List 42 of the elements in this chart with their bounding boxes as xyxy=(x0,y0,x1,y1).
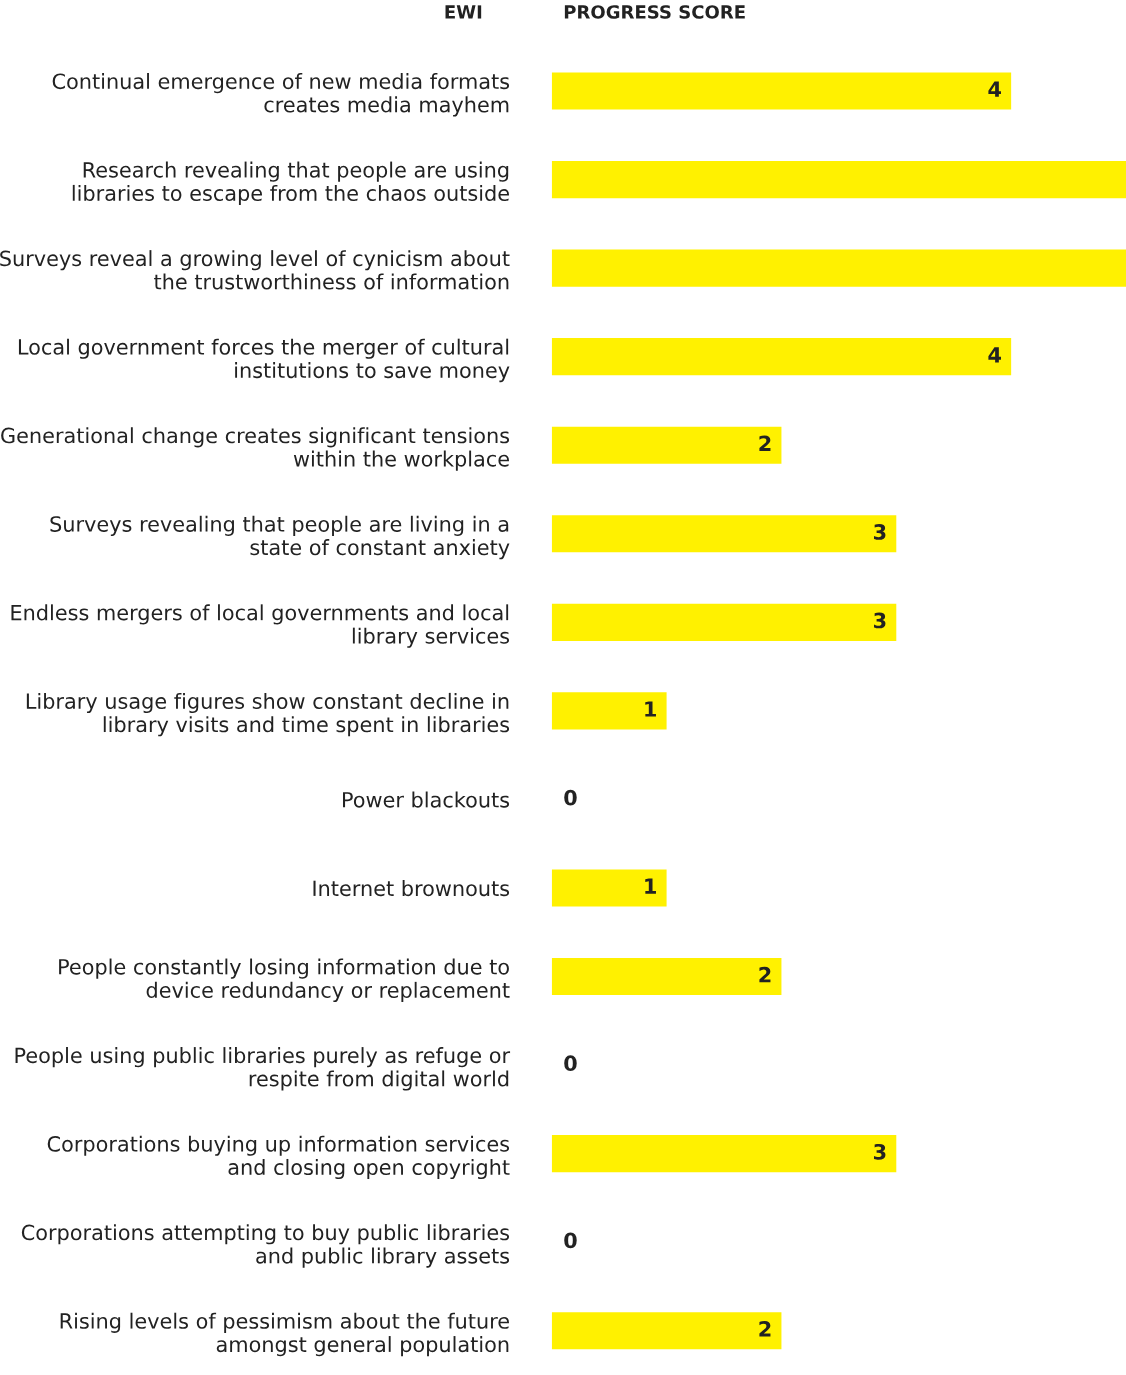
bar xyxy=(551,603,897,641)
y-axis-title: EWI xyxy=(445,5,482,19)
y-tick-label: Internet brownouts xyxy=(313,880,510,897)
data-label: 4 xyxy=(988,81,1001,97)
y-tick-label: Endless mergers of local governments and local library services xyxy=(11,604,510,648)
data-label: 2 xyxy=(759,435,771,451)
bar xyxy=(551,1312,782,1350)
y-tick-label: People using public libraries purely as refuge or respite from digital world xyxy=(15,1047,511,1091)
bar xyxy=(551,72,1012,110)
bar xyxy=(551,338,1012,376)
data-label: 2 xyxy=(759,966,771,983)
bar xyxy=(551,249,1126,287)
bar xyxy=(551,515,897,553)
data-label: 0 xyxy=(564,1055,577,1072)
data-label: 0 xyxy=(564,1232,577,1249)
y-tick-label: Continual emergence of new media formats creates media mayhem xyxy=(52,73,510,117)
bar xyxy=(551,692,667,730)
y-tick-label: Research revealing that people are using libraries to escape from the chaos outside xyxy=(72,161,509,206)
bar xyxy=(551,869,667,907)
data-label: 1 xyxy=(645,701,656,717)
bar xyxy=(551,160,1126,199)
y-tick-label: Surveys revealing that people are living in a state of constant anxiety xyxy=(50,515,510,560)
y-tick-label: Generational change creates significant tensions within the workplace xyxy=(1,427,510,471)
y-tick-label: Local government forces the merger of cultural institutions to save money xyxy=(18,338,510,383)
bar xyxy=(551,957,782,996)
data-label: 4 xyxy=(988,347,1001,363)
y-tick-label: Power blackouts xyxy=(343,791,510,808)
y-tick-label: Corporations attempting to buy public libraries and public library assets xyxy=(21,1224,510,1268)
data-label: 0 xyxy=(564,789,577,806)
y-tick-label: Corporations buying up information services and closing open copyright xyxy=(47,1135,510,1180)
data-label: 3 xyxy=(874,612,886,629)
y-tick-label: Rising levels of pessimism about the future amongst general population xyxy=(60,1312,509,1357)
data-label: 3 xyxy=(874,1143,886,1160)
y-tick-label: Surveys reveal a growing level of cynicism about the trustworthiness of information xyxy=(0,250,510,290)
bar xyxy=(551,426,782,464)
bar xyxy=(551,1135,897,1173)
y-tick-label: People constantly losing information due to device redundancy or replacement xyxy=(59,958,510,1003)
y-tick-label: Library usage figures show constant decline in library visits and time spent in libraries xyxy=(26,692,510,737)
data-label: 1 xyxy=(645,878,656,894)
data-label: 2 xyxy=(759,1321,771,1337)
x-axis-title: PROGRESS SCORE xyxy=(564,5,745,19)
data-label: 3 xyxy=(874,524,886,540)
